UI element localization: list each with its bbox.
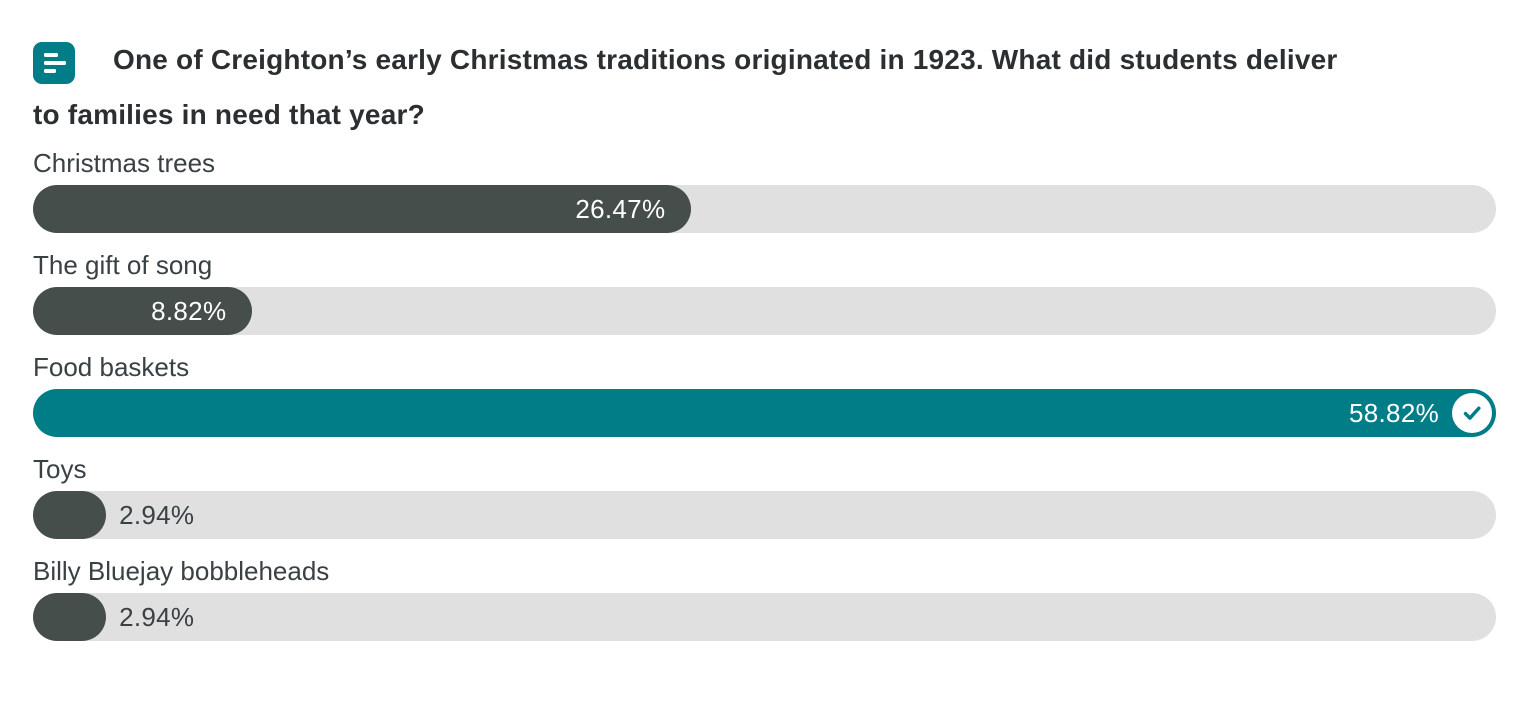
poll-results-panel: One of Creighton’s early Christmas tradi… [33,42,1496,641]
answer-percentage: 2.94% [119,499,195,530]
answer-label: Food baskets [33,352,190,382]
answer-percentage: 58.82% [1349,397,1439,428]
answer-bar-track: 2.94% 2.94% [33,593,1496,641]
correct-answer-check-icon [1452,393,1492,433]
answer-bar-track: 8.82% 8.82% [33,287,1496,335]
answer-label: Toys [33,454,87,484]
answer-row: The gift of song 8.82% 8.82% [33,249,1496,335]
answer-label: Christmas trees [33,148,216,178]
answer-row: Christmas trees 26.47% 26.47% [33,147,1496,233]
answer-percentage: 8.82% [151,295,227,326]
answer-percentage: 2.94% [119,601,195,632]
answer-bar-fill: 2.94% [33,593,107,641]
answer-label: Billy Bluejay bobbleheads [33,556,330,586]
answer-bar-fill: 26.47% [33,185,692,233]
answer-bar-track: 26.47% 26.47% [33,185,1496,233]
poll-question-icon [33,42,75,84]
answer-bar-fill: 8.82% [33,287,253,335]
answer-row: Billy Bluejay bobbleheads 2.94% 2.94% [33,555,1496,641]
answer-row: Food baskets 58.82% 58.82% [33,351,1496,437]
answer-label: The gift of song [33,250,213,280]
answer-bar-fill: 58.82% [33,389,1496,437]
answer-bar-track: 58.82% 58.82% [33,389,1496,437]
answer-bar-track: 2.94% 2.94% [33,491,1496,539]
question-title: One of Creighton’s early Christmas tradi… [33,44,1338,130]
answer-row: Toys 2.94% 2.94% [33,453,1496,539]
answer-bar-fill: 2.94% [33,491,107,539]
answer-list: Christmas trees 26.47% 26.47% The gift o… [33,147,1496,641]
answer-percentage: 26.47% [575,193,666,224]
